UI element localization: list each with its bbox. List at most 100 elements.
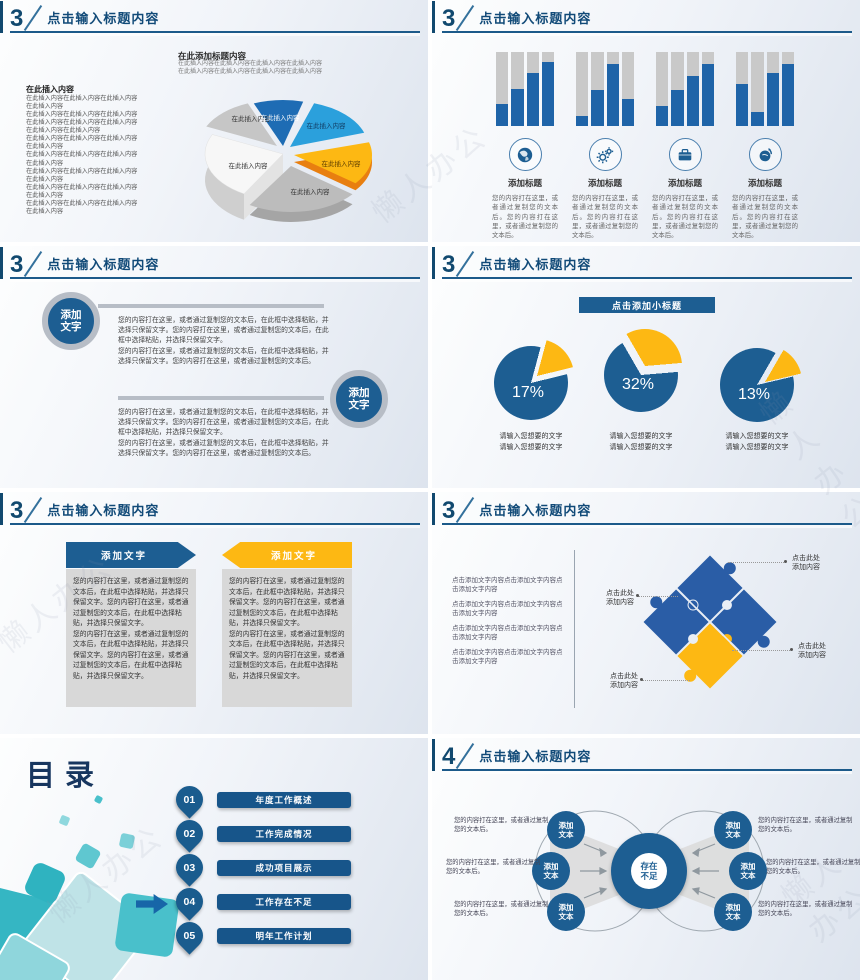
bar-chart: [576, 52, 634, 126]
pie-slice-label: 在此插入内容: [322, 159, 362, 168]
callout-leader: [732, 650, 792, 651]
blurb: 您的内容打在这里，或者通过复制您的文本后。: [758, 817, 853, 834]
toc-label[interactable]: 成功项目展示: [217, 859, 351, 876]
card-header: 添加文字: [66, 542, 196, 568]
slide-title: 点击输入标题内容: [47, 257, 160, 272]
pie-percent-label: 32%: [621, 376, 655, 393]
blurb: 您的内容打在这里，或者通过复制您的文本后。: [758, 901, 853, 918]
slide-header: 3 点击输入标题内容: [0, 493, 420, 525]
vertical-divider: [574, 550, 575, 708]
bar: [541, 52, 554, 126]
slide-2-bar-charts[interactable]: 3 点击输入标题内容 添加标题 您的内容打在这里，或者通过复制您的文本后。您的内…: [432, 0, 860, 242]
puzzle-graphic: [643, 555, 777, 689]
toc-item[interactable]: 01 年度工作概述: [170, 780, 351, 819]
center-donut: 存在 不足: [611, 833, 687, 909]
globe-icon: [508, 138, 542, 171]
pie-caption: 请输入您想要的文字 请输入您想要的文字: [725, 433, 789, 451]
group-heading: 添加标题: [747, 178, 782, 188]
slide-header: 3 点击输入标题内容: [432, 493, 852, 525]
header-edge-accent: [0, 247, 3, 279]
slide-7-contents[interactable]: 目录 01 年度工作概述 02 工作完成情况 03 成功项目展示 04 工作存在…: [0, 738, 428, 980]
slide-8-hub-diagram[interactable]: 4 点击输入标题内容 添加 文本 添加 文本 添加 文本 添加 文本 添加 文本…: [432, 738, 860, 980]
deco-square: [74, 842, 102, 870]
group-heading: 添加标题: [507, 178, 542, 188]
paragraph: 点击添加文字内容点击添加文字内容点击添加文字内容: [452, 577, 563, 594]
bar: [576, 52, 589, 126]
toc-item[interactable]: 02 工作完成情况: [170, 814, 351, 853]
pie-chart: 13%: [720, 345, 802, 422]
bar: [621, 52, 634, 126]
slash-icon: [455, 251, 475, 277]
divider-bar: [118, 396, 324, 400]
card-body: 您的内容打在这里，或者通过复制您的文本后，在此框中选择粘贴，并选择只保留文字。您…: [222, 569, 352, 707]
card-body: 您的内容打在这里，或者通过复制您的文本后，在此框中选择粘贴，并选择只保留文字。您…: [66, 569, 196, 707]
gears-icon: [588, 138, 622, 171]
add-text-badge: 添加 文字: [330, 370, 388, 428]
stat-column: 添加标题 您的内容打在这里，或者通过复制您的文本后。您的内容打在这里，或者通过复…: [572, 52, 638, 240]
slide-title: 点击输入标题内容: [479, 11, 592, 26]
callout-dot: [640, 678, 643, 681]
center-label: 存在 不足: [631, 853, 667, 889]
card-header: 添加文字: [222, 542, 352, 568]
paragraph: 您的内容打在这里，或者通过复制您的文本后，在此框中选择粘贴，并选择只保留文字。您…: [118, 317, 329, 365]
callout-leader: [638, 596, 678, 597]
blurb: 您的内容打在这里，或者通过复制您的文本后。: [446, 859, 541, 876]
add-text-node: 添加 文本: [547, 893, 585, 931]
header-edge-accent: [0, 1, 3, 33]
callout-leader: [728, 562, 786, 563]
slash-icon: [23, 497, 43, 523]
slide-1-pie-3d[interactable]: 3 点击输入标题内容 在此插入内容 在此插入内容在此插入内容在此插入内容 在此插…: [0, 0, 428, 242]
text-card-blue: 添加文字 您的内容打在这里，或者通过复制您的文本后，在此框中选择粘贴，并选择只保…: [66, 542, 196, 707]
bar-chart: [496, 52, 554, 126]
text-card-yellow: 添加文字 您的内容打在这里，或者通过复制您的文本后，在此框中选择粘贴，并选择只保…: [222, 542, 352, 707]
pie-3d-chart: 在此插入内容 在此插入内容 在此插入内容 在此插入内容 在此插入内容 在此插入内…: [204, 100, 373, 222]
slash-icon: [455, 497, 475, 523]
pie-slice-label: 在此插入内容: [229, 161, 269, 170]
slide-5-text-cards[interactable]: 3 点击输入标题内容 添加文字 您的内容打在这里，或者通过复制您的文本后，在此框…: [0, 492, 428, 734]
left-paragraphs: 点击添加文字内容点击添加文字内容点击添加文字内容 点击添加文字内容点击添加文字内…: [452, 576, 568, 671]
callout: 点击此处 添加内容: [606, 590, 634, 607]
slide-number: 3: [442, 497, 456, 524]
pie-slice-label: 在此插入内容: [261, 113, 301, 122]
bar: [526, 52, 539, 126]
toc-item[interactable]: 05 明年工作计划: [170, 916, 351, 955]
callout-dot: [790, 648, 793, 651]
globe-sync-icon: [748, 138, 782, 171]
slide-4-percent-pies[interactable]: 3 点击输入标题内容 点击添加小标题 17% 32% 13% 请输入您想要的文字…: [432, 246, 860, 488]
toc-item[interactable]: 04 工作存在不足: [170, 882, 351, 921]
callout: 点击此处 添加内容: [798, 643, 826, 660]
slide-number: 4: [442, 743, 456, 770]
slash-icon: [23, 5, 43, 31]
toc-label[interactable]: 工作存在不足: [217, 893, 351, 910]
slash-icon: [455, 743, 475, 769]
header-edge-accent: [432, 493, 435, 525]
callout-leader: [642, 680, 690, 681]
pie-caption: 请输入您想要的文字 请输入您想要的文字: [499, 433, 563, 451]
paragraph: 点击添加文字内容点击添加文字内容点击添加文字内容: [452, 600, 563, 618]
bar: [766, 52, 779, 126]
slide-6-puzzle[interactable]: 3 点击输入标题内容 点击添加文字内容点击添加文字内容点击添加文字内容 点击添加…: [432, 492, 860, 734]
bar: [496, 52, 509, 126]
blurb: 您的内容打在这里，或者通过复制您的文本后。: [454, 817, 549, 834]
slide-title: 点击输入标题内容: [47, 503, 160, 518]
slide-title: 点击输入标题内容: [47, 11, 160, 26]
toc-number-badge: 02: [170, 814, 209, 853]
toc-label[interactable]: 明年工作计划: [217, 927, 351, 944]
deco-square: [58, 814, 71, 827]
add-text-badge: 添加 文字: [42, 292, 100, 350]
toc-label[interactable]: 工作完成情况: [217, 825, 351, 842]
slide-number: 3: [10, 497, 24, 524]
header-edge-accent: [0, 493, 3, 525]
slide-header: 4 点击输入标题内容: [432, 739, 852, 771]
slide-3-text-badges[interactable]: 3 点击输入标题内容 添加 文字 添加 文字 您的内容打在这里，或者通过复制您的…: [0, 246, 428, 488]
pie-wedge: [500, 339, 574, 413]
pie-chart-subtitle: 在此插入内容在此插入内容在此插入内容在此插入内容 在此插入内容在此插入内容在此插…: [178, 61, 323, 75]
add-text-node: 添加 文本: [547, 811, 585, 849]
toc-label[interactable]: 年度工作概述: [217, 791, 351, 808]
slide-header: 3 点击输入标题内容: [432, 1, 852, 33]
toc-item[interactable]: 03 成功项目展示: [170, 848, 351, 887]
bar: [781, 52, 794, 126]
callout: 点击此处 添加内容: [792, 555, 820, 572]
briefcase-icon: [668, 138, 702, 171]
